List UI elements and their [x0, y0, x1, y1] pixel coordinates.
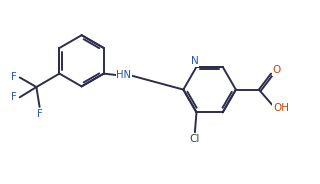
Text: F: F	[12, 92, 17, 102]
Text: F: F	[37, 109, 43, 119]
Text: OH: OH	[273, 102, 289, 113]
Text: O: O	[272, 65, 281, 75]
Text: Cl: Cl	[190, 134, 200, 144]
Text: F: F	[12, 72, 17, 82]
Text: N: N	[191, 56, 199, 66]
Text: HN: HN	[116, 70, 131, 80]
